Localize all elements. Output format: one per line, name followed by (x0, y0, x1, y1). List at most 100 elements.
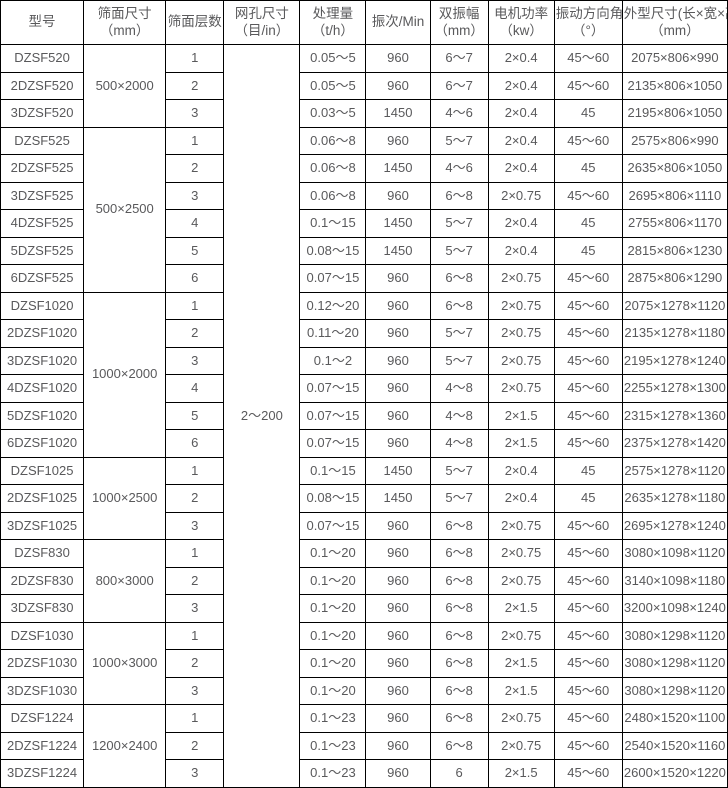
cell-layers: 6 (165, 264, 225, 293)
cell-amplitude: 6～7 (429, 44, 489, 73)
cell-vibration-angle: 45 (553, 236, 623, 265)
table-row: 6DZSF1020 6 0.07～15 960 4～8 2×1.5 45～60 2375×12… (0, 429, 728, 458)
cell-amplitude: 5～7 (429, 346, 489, 375)
cell-layers: 4 (165, 209, 225, 238)
cell-vibration-angle: 45～60 (553, 126, 623, 155)
cell-motor-power: 2×0.4 (487, 209, 555, 238)
table-row: 5DZSF1020 5 0.07～15 960 4～8 2×1.5 45～60 2315×12… (0, 401, 728, 430)
cell-frequency: 960 (365, 566, 431, 595)
cell-model: 3DZSF525 (0, 181, 85, 210)
cell-vibration-angle: 45～60 (553, 759, 623, 788)
cell-vibration-angle: 45～60 (553, 676, 623, 705)
column-header-mesh-line1: 网孔尺寸 (234, 5, 289, 21)
cell-vibration-angle: 45 (553, 154, 623, 183)
cell-motor-power: 2×0.75 (487, 511, 555, 540)
cell-capacity: 0.12～20 (299, 291, 367, 320)
table-row: 3DZSF1030 3 0.1～20 960 6～8 2×1.5 45～60 3080×129… (0, 676, 728, 705)
cell-motor-power: 2×0.75 (487, 346, 555, 375)
cell-screen-size: 1200×2400 (83, 704, 167, 788)
cell-capacity: 0.1～23 (299, 704, 367, 733)
cell-motor-power: 2×0.75 (487, 291, 555, 320)
cell-vibration-angle: 45～60 (553, 539, 623, 568)
cell-vibration-angle: 45～60 (553, 181, 623, 210)
cell-amplitude: 6～8 (429, 511, 489, 540)
cell-frequency: 1450 (365, 99, 431, 128)
table-row: DZSF1025 1000×2500 1 0.1～15 1450 5～7 2×0.4 45 25… (0, 456, 728, 540)
cell-layers: 2 (165, 484, 225, 513)
cell-vibration-angle: 45～60 (553, 401, 623, 430)
cell-dimensions: 2695×1278×1240 (621, 511, 728, 540)
cell-dimensions: 2755×806×1170 (621, 209, 728, 238)
cell-model: 5DZSF1020 (0, 401, 85, 430)
column-header-cap-line1: 处理量 (312, 5, 354, 21)
cell-layers: 1 (165, 621, 225, 650)
cell-frequency: 1450 (365, 484, 431, 513)
cell-vibration-angle: 45～60 (553, 264, 623, 293)
cell-layers: 2 (165, 566, 225, 595)
table-row: 3DZSF1025 3 0.07～15 960 6～8 2×0.75 45～60 2695×1… (0, 511, 728, 540)
cell-dimensions: 2635×806×1050 (621, 154, 728, 183)
cell-capacity: 0.06～8 (299, 181, 367, 210)
cell-frequency: 1450 (365, 209, 431, 238)
cell-layers: 3 (165, 346, 225, 375)
cell-motor-power: 2×0.75 (487, 566, 555, 595)
table-row: DZSF1020 1000×2000 1 0.12～20 960 6～8 2×0.75 45～… (0, 291, 728, 458)
column-header-freq: 振次/Min (365, 0, 431, 45)
column-header-amp: 双振幅 （mm） (429, 0, 489, 45)
cell-dimensions: 2695×806×1110 (621, 181, 728, 210)
cell-layers: 1 (165, 291, 225, 320)
cell-frequency: 960 (365, 44, 431, 73)
cell-amplitude: 6～8 (429, 649, 489, 678)
cell-capacity: 0.06～8 (299, 154, 367, 183)
cell-layers: 2 (165, 649, 225, 678)
cell-layers: 2 (165, 154, 225, 183)
cell-capacity: 0.1～23 (299, 759, 367, 788)
column-header-angle: 振动方向角 （°） (553, 0, 623, 45)
cell-layers: 3 (165, 594, 225, 623)
cell-screen-size: 800×3000 (83, 539, 167, 623)
cell-dimensions: 2480×1520×1100 (621, 704, 728, 733)
table-row: DZSF830 800×3000 1 0.1～20 960 6～8 2×0.75 45～60 3… (0, 539, 728, 623)
table-row: DZSF1224 1200×2400 1 0.1～23 960 6～8 2×0.75 45～6… (0, 704, 728, 788)
table-row: DZSF525 500×2500 1 0.06～8 960 5～7 2×0.4 45～60 25… (0, 126, 728, 293)
cell-model: 2DZSF1025 (0, 484, 85, 513)
cell-capacity: 0.1～20 (299, 649, 367, 678)
cell-capacity: 0.1～20 (299, 676, 367, 705)
cell-vibration-angle: 45～60 (553, 44, 623, 73)
cell-layers: 6 (165, 429, 225, 458)
cell-motor-power: 2×0.4 (487, 236, 555, 265)
cell-layers: 2 (165, 731, 225, 760)
column-header-power-line1: 电机功率 (494, 5, 549, 21)
cell-capacity: 0.1～15 (299, 209, 367, 238)
cell-dimensions: 2195×806×1050 (621, 99, 728, 128)
cell-motor-power: 2×1.5 (487, 759, 555, 788)
cell-frequency: 960 (365, 181, 431, 210)
cell-motor-power: 2×0.4 (487, 126, 555, 155)
cell-motor-power: 2×0.75 (487, 319, 555, 348)
cell-frequency: 960 (365, 126, 431, 155)
cell-amplitude: 5～7 (429, 126, 489, 155)
cell-capacity: 0.11～20 (299, 319, 367, 348)
cell-capacity: 0.08～15 (299, 236, 367, 265)
cell-vibration-angle: 45～60 (553, 319, 623, 348)
cell-capacity: 0.1～20 (299, 566, 367, 595)
cell-dimensions: 3080×1298×1120 (621, 649, 728, 678)
cell-amplitude: 6～8 (429, 264, 489, 293)
cell-capacity: 0.1～23 (299, 731, 367, 760)
column-header-model: 型号 (0, 0, 85, 45)
cell-motor-power: 2×1.5 (487, 676, 555, 705)
cell-motor-power: 2×0.4 (487, 44, 555, 73)
cell-capacity: 0.07～15 (299, 374, 367, 403)
cell-frequency: 960 (365, 759, 431, 788)
cell-layers: 3 (165, 676, 225, 705)
cell-model: 2DZSF525 (0, 154, 85, 183)
table-row: 4DZSF525 4 0.1～15 1450 5～7 2×0.4 45 2755×806×11… (0, 209, 728, 238)
cell-vibration-angle: 45～60 (553, 731, 623, 760)
cell-amplitude: 4～8 (429, 429, 489, 458)
cell-layers: 1 (165, 704, 225, 733)
cell-vibration-angle: 45 (553, 484, 623, 513)
cell-layers: 3 (165, 511, 225, 540)
cell-dimensions: 2635×1278×1180 (621, 484, 728, 513)
header-row: 型号 筛面尺寸 （mm） 筛面层数 网孔尺寸 （目/in） 处理量 （t/h） 振次/Min 双振… (0, 0, 728, 45)
cell-dimensions: 2075×806×990 (621, 44, 728, 73)
